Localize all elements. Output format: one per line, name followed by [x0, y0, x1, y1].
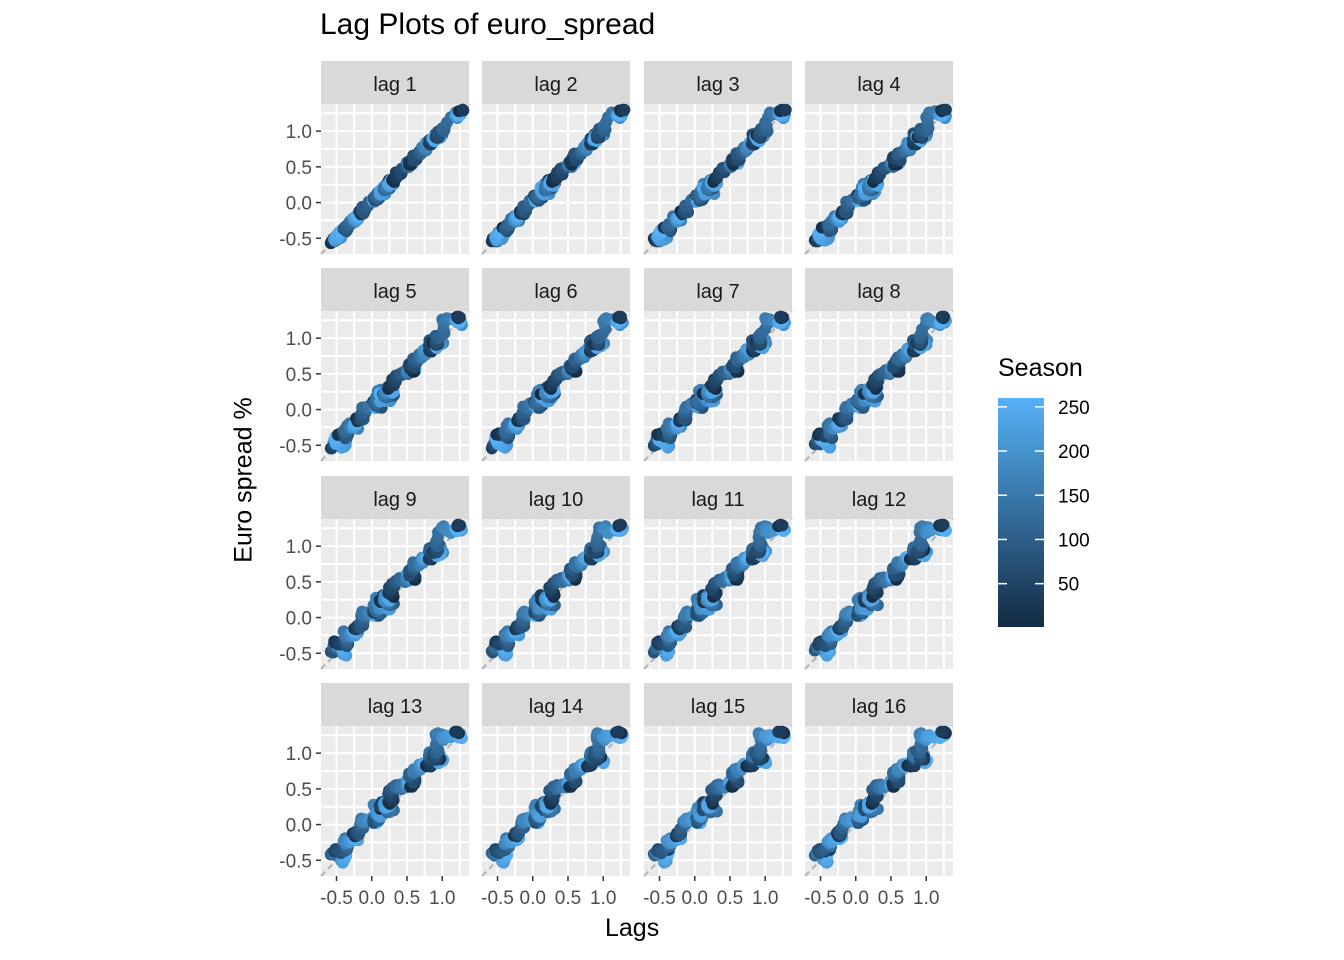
y-tick-label: 1.0 [286, 744, 312, 765]
facet-strip-label: lag 13 [368, 696, 423, 718]
facet-panel: lag 4 [804, 61, 954, 255]
facet-strip-label: lag 8 [857, 281, 900, 303]
data-point [939, 103, 952, 116]
facet-panel: lag 12 [804, 476, 954, 670]
facet-strip-label: lag 3 [696, 74, 739, 96]
facet-strip-label: lag 7 [696, 281, 739, 303]
facet-panel: lag 9 -0.5 0.0 0.5 1.0 [279, 476, 470, 670]
facet-strip [321, 61, 469, 104]
facet-panel: lag 13 -0.5 0.0 0.5 1.0 -0.5 0.0 0.5 1.0 [279, 683, 470, 909]
y-tick-label: 0.5 [286, 573, 312, 594]
facet-panel: lag 10 [481, 476, 631, 670]
y-tick-label: 0.5 [286, 365, 312, 386]
x-tick-label: 1.0 [429, 888, 455, 909]
facet-panel: lag 2 [481, 61, 631, 255]
y-tick-label: -0.5 [279, 436, 312, 457]
y-tick-label: 0.5 [286, 780, 312, 801]
data-point [451, 725, 464, 738]
y-tick-label: 1.0 [286, 537, 312, 558]
chart-title: Lag Plots of euro_spread [320, 8, 656, 41]
y-tick-label: -0.5 [279, 851, 312, 872]
data-point [614, 518, 627, 531]
facet-strip [805, 61, 953, 104]
data-point [612, 725, 625, 738]
x-tick-label: 1.0 [590, 888, 616, 909]
y-tick-label: 0.0 [286, 609, 312, 630]
facet-panel: lag 5 -0.5 0.0 0.5 1.0 [279, 268, 470, 462]
facet-strip-label: lag 14 [529, 696, 584, 718]
y-tick-label: 1.0 [286, 122, 312, 143]
data-point [779, 103, 792, 116]
facet-strip-label: lag 6 [534, 281, 577, 303]
y-tick-label: 0.0 [286, 401, 312, 422]
facet-panel: lag 7 [643, 268, 793, 462]
facet-panel: lag 6 [481, 268, 631, 462]
data-point [774, 518, 787, 531]
data-point [774, 310, 787, 323]
facet-panel: lag 3 [643, 61, 793, 255]
data-point [452, 310, 465, 323]
x-tick-label: -0.5 [320, 888, 353, 909]
facet-panel: lag 14 -0.5 0.0 0.5 1.0 [481, 683, 631, 909]
y-tick-label: 0.0 [286, 816, 312, 837]
data-point [937, 518, 950, 531]
facet-panel: lag 1 -0.5 0.0 0.5 1.0 [279, 61, 470, 255]
y-tick-label: 0.0 [286, 194, 312, 215]
facet-strip-label: lag 10 [529, 489, 584, 511]
facet-panel: lag 8 [804, 268, 954, 462]
x-tick-label: -0.5 [481, 888, 514, 909]
facet-panel: lag 11 [643, 476, 793, 670]
y-tick-label: -0.5 [279, 644, 312, 665]
x-tick-label: 0.5 [555, 888, 581, 909]
data-point [456, 103, 469, 116]
facet-strip [482, 61, 630, 104]
facet-strip-label: lag 11 [691, 489, 744, 511]
y-tick-label: 1.0 [286, 329, 312, 350]
x-tick-label: 0.0 [359, 888, 385, 909]
facet-strip-label: lag 1 [373, 74, 416, 96]
facet-strip-label: lag 9 [373, 489, 416, 511]
facet-strip-label: lag 4 [857, 74, 900, 96]
facet-strip-label: lag 2 [534, 74, 577, 96]
facet-strip [321, 268, 469, 311]
data-point [618, 103, 631, 116]
facet-strip-label: lag 5 [373, 281, 416, 303]
data-point [452, 518, 465, 531]
y-tick-label: 0.5 [286, 158, 312, 179]
x-tick-label: 0.5 [394, 888, 420, 909]
y-tick-label: -0.5 [279, 229, 312, 250]
data-point [935, 310, 948, 323]
data-point [614, 310, 627, 323]
facet-strip [644, 61, 792, 104]
facet-strip-label: lag 12 [852, 489, 907, 511]
x-tick-label: 0.0 [520, 888, 546, 909]
